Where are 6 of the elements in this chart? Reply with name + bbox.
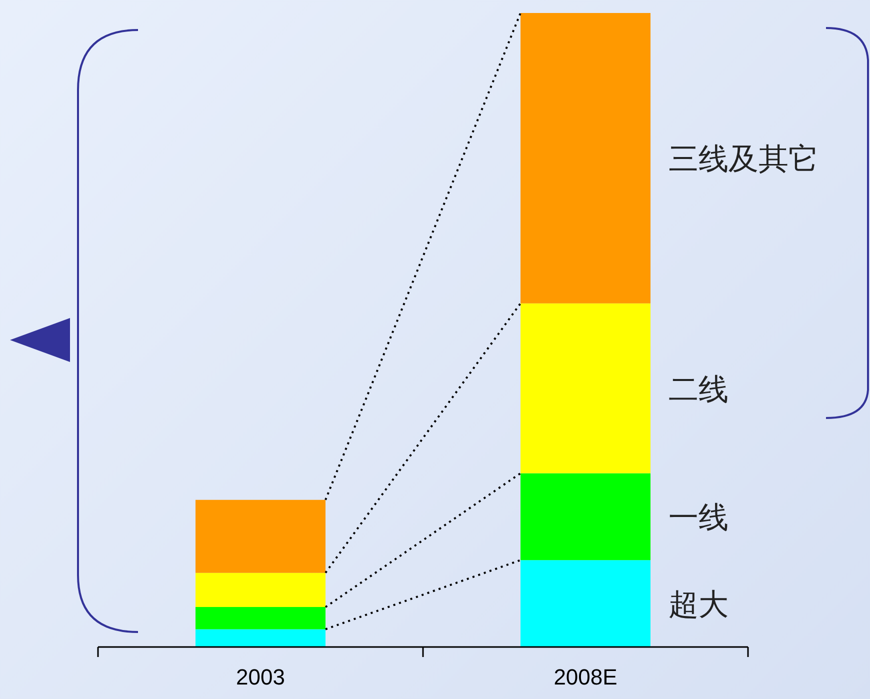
series-label: 超大	[668, 588, 728, 623]
series-label: 二线	[668, 372, 728, 408]
series-label: 一线	[668, 500, 728, 536]
x-tick-label: 2003	[236, 664, 285, 690]
series-label: 三线及其它	[668, 142, 818, 178]
x-tick-label: 2008E	[554, 664, 618, 690]
